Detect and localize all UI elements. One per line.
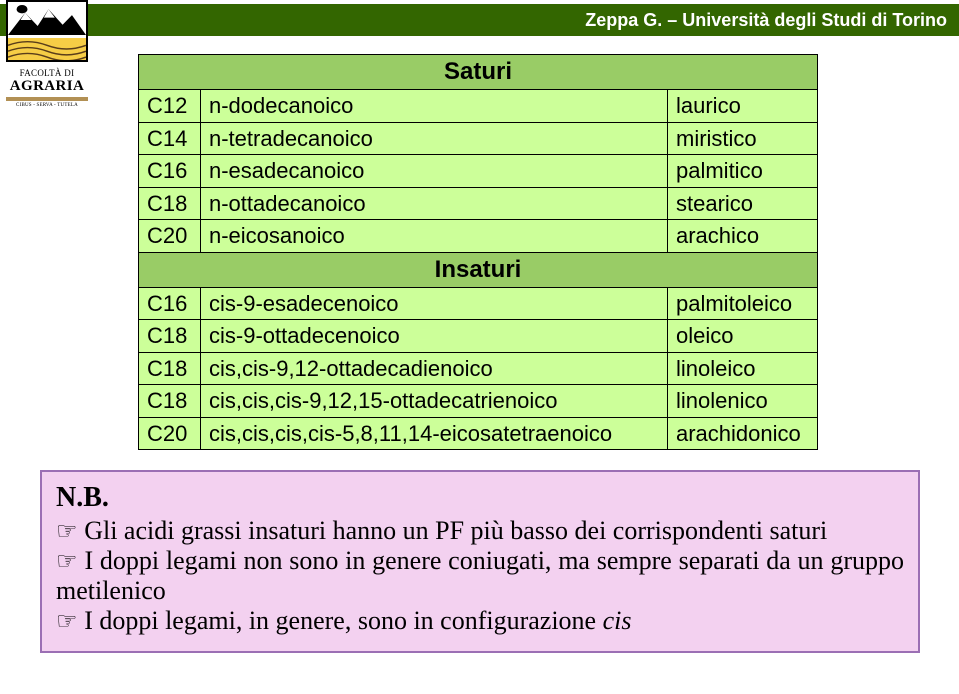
- common-cell: linoleico: [668, 352, 818, 385]
- common-cell: oleico: [668, 320, 818, 353]
- name-cell: cis,cis-9,12-ottadecadienoico: [201, 352, 668, 385]
- name-cell: cis-9-esadecenoico: [201, 287, 668, 320]
- hand-icon: ☞: [56, 608, 84, 635]
- name-cell: cis,cis,cis,cis-5,8,11,14-eicosatetraeno…: [201, 417, 668, 450]
- faculty-line2: AGRARIA: [6, 78, 88, 95]
- table-section-header: Insaturi: [139, 252, 818, 287]
- common-cell: arachico: [668, 220, 818, 253]
- table-row: C18n-ottadecanoicostearico: [139, 187, 818, 220]
- code-cell: C18: [139, 320, 201, 353]
- code-cell: C12: [139, 90, 201, 123]
- header-attribution: Zeppa G. – Università degli Studi di Tor…: [585, 10, 947, 31]
- common-cell: laurico: [668, 90, 818, 123]
- note-box: N.B. ☞ Gli acidi grassi insaturi hanno u…: [40, 470, 920, 653]
- name-cell: n-eicosanoico: [201, 220, 668, 253]
- code-cell: C20: [139, 220, 201, 253]
- code-cell: C16: [139, 287, 201, 320]
- table-row: C16n-esadecanoicopalmitico: [139, 155, 818, 188]
- name-cell: cis-9-ottadecenoico: [201, 320, 668, 353]
- table-row: C20n-eicosanoicoarachico: [139, 220, 818, 253]
- note-point: ☞ Gli acidi grassi insaturi hanno un PF …: [56, 516, 904, 546]
- note-italic: cis: [603, 606, 632, 635]
- table-row: C18cis-9-ottadecenoicooleico: [139, 320, 818, 353]
- header-bar: Zeppa G. – Università degli Studi di Tor…: [0, 4, 959, 36]
- note-point: ☞ I doppi legami, in genere, sono in con…: [56, 606, 904, 636]
- faculty-line1: FACOLTÀ DI: [6, 68, 88, 78]
- code-cell: C18: [139, 385, 201, 418]
- table-row: C20cis,cis,cis,cis-5,8,11,14-eicosatetra…: [139, 417, 818, 450]
- faculty-line3: CIBUS - SERVA - TUTELA: [6, 103, 88, 108]
- code-cell: C14: [139, 122, 201, 155]
- name-cell: n-dodecanoico: [201, 90, 668, 123]
- common-cell: stearico: [668, 187, 818, 220]
- table-row: C18cis,cis-9,12-ottadecadienoicolinoleic…: [139, 352, 818, 385]
- common-cell: miristico: [668, 122, 818, 155]
- name-cell: cis,cis,cis-9,12,15-ottadecatrienoico: [201, 385, 668, 418]
- note-point: ☞ I doppi legami non sono in genere coni…: [56, 546, 904, 606]
- hand-icon: ☞: [56, 518, 84, 545]
- table-row: C14n-tetradecanoicomiristico: [139, 122, 818, 155]
- common-cell: arachidonico: [668, 417, 818, 450]
- name-cell: n-esadecanoico: [201, 155, 668, 188]
- logo-mountain: [6, 0, 88, 62]
- fatty-acids-table: SaturiC12n-dodecanoicolauricoC14n-tetrad…: [138, 54, 818, 450]
- table-row: C12n-dodecanoicolaurico: [139, 90, 818, 123]
- code-cell: C16: [139, 155, 201, 188]
- common-cell: palmitico: [668, 155, 818, 188]
- hand-icon: ☞: [56, 548, 84, 575]
- code-cell: C20: [139, 417, 201, 450]
- common-cell: linolenico: [668, 385, 818, 418]
- note-heading: N.B.: [56, 482, 904, 514]
- code-cell: C18: [139, 187, 201, 220]
- code-cell: C18: [139, 352, 201, 385]
- table-row: C16cis-9-esadecenoicopalmitoleico: [139, 287, 818, 320]
- name-cell: n-ottadecanoico: [201, 187, 668, 220]
- name-cell: n-tetradecanoico: [201, 122, 668, 155]
- logo-faculty: FACOLTÀ DI AGRARIA CIBUS - SERVA - TUTEL…: [6, 68, 88, 128]
- table-row: C18cis,cis,cis-9,12,15-ottadecatrienoico…: [139, 385, 818, 418]
- table-section-header: Saturi: [139, 55, 818, 90]
- common-cell: palmitoleico: [668, 287, 818, 320]
